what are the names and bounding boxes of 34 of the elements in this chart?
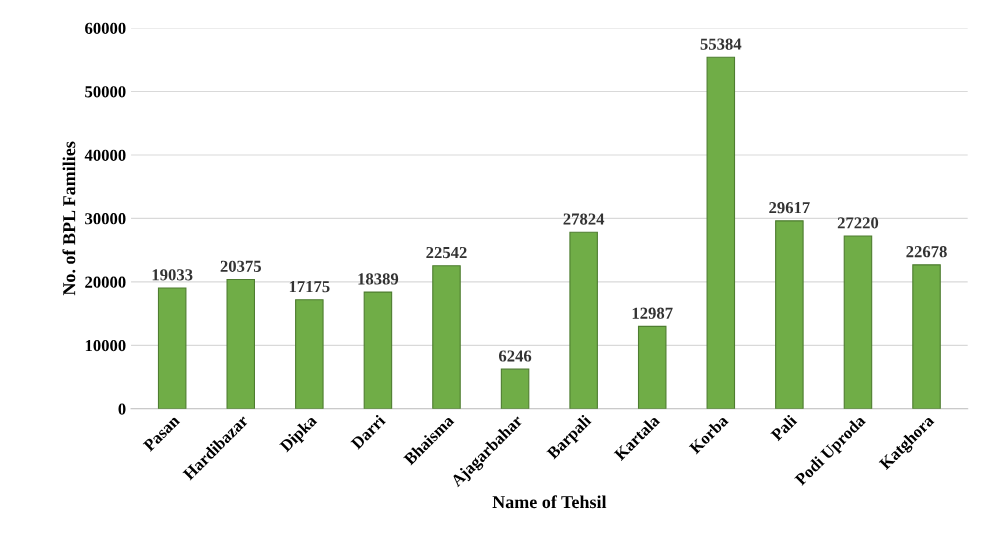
data-label: 17175 bbox=[289, 281, 330, 293]
data-label: 20375 bbox=[220, 260, 261, 272]
bar bbox=[637, 325, 667, 409]
y-axis-title: No. of BPL Families bbox=[62, 141, 76, 296]
data-label: 22678 bbox=[906, 246, 947, 258]
data-label: 12987 bbox=[632, 307, 673, 319]
y-tick-label: 40000 bbox=[84, 149, 126, 161]
data-label: 18389 bbox=[358, 273, 399, 285]
y-tick-label: 30000 bbox=[85, 213, 126, 225]
data-label: 22542 bbox=[426, 246, 467, 259]
bar bbox=[295, 299, 324, 409]
data-label: 27220 bbox=[837, 217, 879, 229]
y-tick-label: 20000 bbox=[85, 276, 126, 288]
bar bbox=[569, 231, 598, 409]
bar bbox=[500, 368, 530, 409]
y-tick-label: 0 bbox=[118, 403, 126, 415]
data-label: 27824 bbox=[563, 213, 605, 225]
bar bbox=[157, 287, 187, 409]
bar bbox=[363, 291, 393, 409]
y-tick-label: 10000 bbox=[85, 340, 126, 352]
y-tick-label: 50000 bbox=[85, 86, 126, 98]
y-tick-label: 60000 bbox=[85, 22, 126, 34]
data-label: 29617 bbox=[769, 202, 810, 214]
bar bbox=[775, 220, 804, 409]
bar bbox=[843, 235, 873, 409]
x-tick-label: Pali bbox=[769, 413, 798, 442]
data-label: 55384 bbox=[700, 38, 742, 50]
data-label: 19033 bbox=[152, 269, 193, 281]
data-label: 6246 bbox=[498, 350, 532, 362]
bar bbox=[226, 278, 256, 409]
bar bbox=[432, 265, 461, 409]
bar bbox=[706, 56, 736, 409]
bar bbox=[912, 264, 941, 409]
x-axis-title: Name of Tehsil bbox=[492, 495, 607, 509]
